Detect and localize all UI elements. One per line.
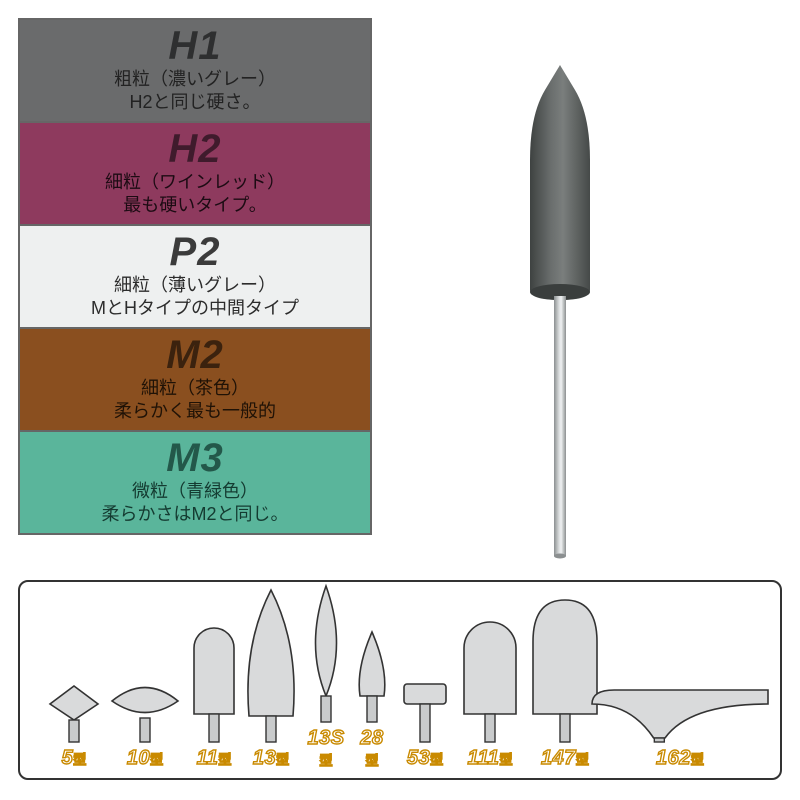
- grade-desc-line1: 粗粒（濃いグレー）: [28, 68, 362, 91]
- shape-kei-suffix: 型: [150, 752, 163, 767]
- shape-kei-suffix: 型: [319, 753, 332, 768]
- grade-desc-line2: H2と同じ硬さ。: [28, 91, 362, 114]
- shape-item-162: 162型: [586, 660, 774, 770]
- shape-label: 162型: [656, 747, 704, 770]
- shape-label: 11型: [197, 747, 232, 770]
- shape-item-28: 28 型: [354, 628, 390, 770]
- grade-code: H2: [28, 129, 362, 169]
- grade-desc-line2: 柔らかさはM2と同じ。: [28, 503, 362, 526]
- grade-color-list: H1粗粒（濃いグレー）H2と同じ硬さ。H2細粒（ワインレッド）最も硬いタイプ。P…: [18, 18, 372, 535]
- shape-number: 53: [407, 747, 430, 769]
- shape-item-53: 53型: [398, 674, 452, 770]
- shape-number: 13S: [307, 727, 344, 749]
- grade-code: H1: [28, 26, 362, 66]
- shape-label: 5型: [62, 747, 87, 770]
- shape-number: 28: [360, 727, 383, 749]
- grade-desc-line1: 細粒（ワインレッド）: [28, 171, 362, 194]
- shape-label: 53型: [407, 747, 443, 770]
- grade-desc-line2: MとHタイプの中間タイプ: [28, 297, 362, 320]
- grade-code: M2: [28, 335, 362, 375]
- product-photo: [470, 60, 650, 560]
- shape-number: 10: [127, 747, 150, 769]
- grade-row-h1: H1粗粒（濃いグレー）H2と同じ硬さ。: [18, 18, 372, 121]
- shape-label: 28 型: [354, 727, 390, 770]
- shape-item-10: 10型: [106, 678, 184, 770]
- shape-kei-suffix: 型: [73, 752, 86, 767]
- grade-row-h2: H2細粒（ワインレッド）最も硬いタイプ。: [18, 121, 372, 224]
- grade-row-m3: M3微粒（青緑色）柔らかさはM2と同じ。: [18, 430, 372, 535]
- shape-number: 162: [656, 747, 691, 769]
- grade-desc-line2: 最も硬いタイプ。: [28, 194, 362, 217]
- shape-label: 10型: [127, 747, 163, 770]
- polishing-point-illustration: [470, 60, 650, 560]
- grade-code: P2: [28, 232, 362, 272]
- shape-kei-suffix: 型: [691, 752, 704, 767]
- shape-item-11: 11型: [190, 622, 238, 770]
- grade-desc-line1: 細粒（茶色）: [28, 377, 362, 400]
- shape-kei-suffix: 型: [218, 752, 231, 767]
- shape-number: 13: [253, 747, 276, 769]
- shape-kei-suffix: 型: [499, 752, 512, 767]
- shapes-panel: 5型 10型 11型 13型 13S型: [18, 580, 782, 780]
- shape-label: 111型: [468, 747, 513, 770]
- shape-item-13S: 13S 型: [304, 582, 348, 770]
- grade-row-p2: P2細粒（薄いグレー）MとHタイプの中間タイプ: [18, 224, 372, 327]
- shape-kei-suffix: 型: [430, 752, 443, 767]
- shape-number: 5: [62, 747, 74, 769]
- grade-desc-line2: 柔らかく最も一般的: [28, 400, 362, 423]
- shape-item-5: 5型: [46, 682, 102, 770]
- shape-kei-suffix: 型: [276, 752, 289, 767]
- shape-label: 13S 型: [304, 727, 348, 770]
- shape-item-13: 13型: [244, 586, 298, 770]
- grade-row-m2: M2細粒（茶色）柔らかく最も一般的: [18, 327, 372, 430]
- shape-kei-suffix: 型: [365, 753, 378, 768]
- shape-number: 111: [468, 747, 500, 769]
- grade-desc-line1: 微粒（青緑色）: [28, 480, 362, 503]
- shape-label: 13型: [253, 747, 289, 770]
- grade-desc-line1: 細粒（薄いグレー）: [28, 274, 362, 297]
- shape-item-111: 111型: [460, 616, 520, 770]
- shape-label: 147型: [541, 747, 589, 770]
- shape-number: 11: [197, 747, 219, 769]
- grade-code: M3: [28, 438, 362, 478]
- shape-number: 147: [541, 747, 576, 769]
